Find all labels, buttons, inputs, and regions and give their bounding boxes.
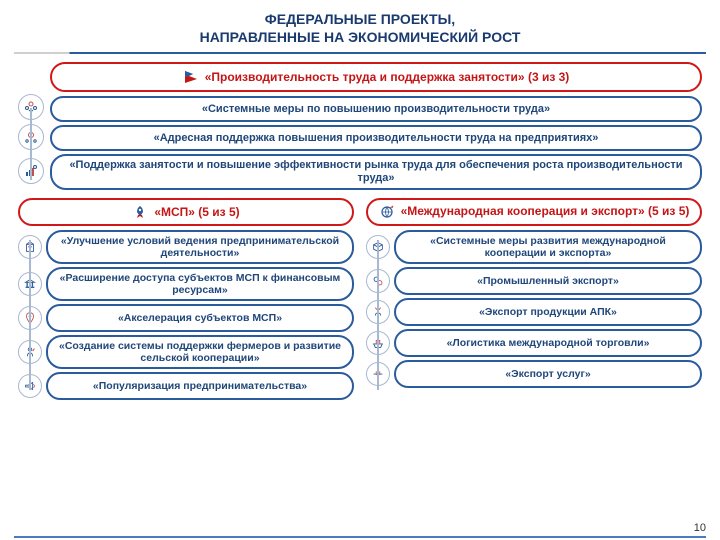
sub-item-label: «Логистика международной торговли»	[447, 337, 650, 349]
sub-item-label: «Поддержка занятости и повышение эффекти…	[62, 159, 690, 184]
title-line-2: НАПРАВЛЕННЫЕ НА ЭКОНОМИЧЕСКИЙ РОСТ	[0, 28, 720, 46]
sub-item-label: «Промышленный экспорт»	[477, 275, 619, 287]
divider	[14, 52, 706, 54]
sub-item: «Логистика международной торговли»	[394, 329, 702, 357]
sub-item: «Системные меры развития международной к…	[394, 230, 702, 264]
header-productivity-label: «Производительность труда и поддержка за…	[205, 70, 570, 84]
sub-item-label: «Создание системы поддержки фермеров и р…	[56, 340, 344, 364]
page-number: 10	[694, 522, 706, 534]
columns: «МСП» (5 из 5) «Улучшение условий ведени…	[18, 198, 702, 400]
sub-item: «Расширение доступа субъектов МСП к фина…	[46, 267, 354, 301]
sub-item-label: «Расширение доступа субъектов МСП к фина…	[56, 272, 344, 296]
sub-item-label: «Адресная поддержка повышения производит…	[154, 132, 599, 145]
header-export-label: «Международная кооперация и экспорт» (5 …	[401, 205, 690, 218]
header-msp: «МСП» (5 из 5)	[18, 198, 354, 226]
sub-item-label: «Экспорт услуг»	[505, 368, 590, 380]
flag-icon	[183, 69, 199, 85]
footer-line	[14, 536, 706, 538]
section-productivity: «Производительность труда и поддержка за…	[18, 62, 702, 189]
sub-item-label: «Улучшение условий ведения предпринимате…	[56, 235, 344, 259]
sub-item: «Адресная поддержка повышения производит…	[50, 125, 702, 151]
sub-item: «Создание системы поддержки фермеров и р…	[46, 335, 354, 369]
sub-item-label: «Экспорт продукции АПК»	[479, 306, 617, 318]
sub-item: «Акселерация субъектов МСП»	[46, 304, 354, 332]
page-title: ФЕДЕРАЛЬНЫЕ ПРОЕКТЫ, НАПРАВЛЕННЫЕ НА ЭКО…	[0, 0, 720, 52]
globe-icon	[379, 204, 395, 220]
sub-item: «Промышленный экспорт»	[394, 267, 702, 295]
header-export: «Международная кооперация и экспорт» (5 …	[366, 198, 702, 226]
sub-item: «Популяризация предпринимательства»	[46, 372, 354, 400]
sub-item-label: «Системные меры по повышению производите…	[202, 103, 550, 116]
section-export: «Международная кооперация и экспорт» (5 …	[366, 198, 702, 400]
connector-line	[29, 240, 31, 390]
header-productivity: «Производительность труда и поддержка за…	[50, 62, 702, 92]
section-msp: «МСП» (5 из 5) «Улучшение условий ведени…	[18, 198, 354, 400]
rocket-icon	[132, 204, 148, 220]
connector-line	[30, 108, 32, 180]
title-line-1: ФЕДЕРАЛЬНЫЕ ПРОЕКТЫ,	[0, 10, 720, 28]
sub-item-label: «Популяризация предпринимательства»	[93, 380, 307, 392]
sub-item: «Поддержка занятости и повышение эффекти…	[50, 154, 702, 189]
sub-item: «Улучшение условий ведения предпринимате…	[46, 230, 354, 264]
sub-item: «Экспорт услуг»	[394, 360, 702, 388]
connector-line	[377, 240, 379, 390]
sub-item: «Системные меры по повышению производите…	[50, 96, 702, 122]
sub-item-label: «Акселерация субъектов МСП»	[118, 312, 282, 324]
header-msp-label: «МСП» (5 из 5)	[154, 205, 239, 219]
sub-item-label: «Системные меры развития международной к…	[404, 235, 692, 259]
sub-item: «Экспорт продукции АПК»	[394, 298, 702, 326]
